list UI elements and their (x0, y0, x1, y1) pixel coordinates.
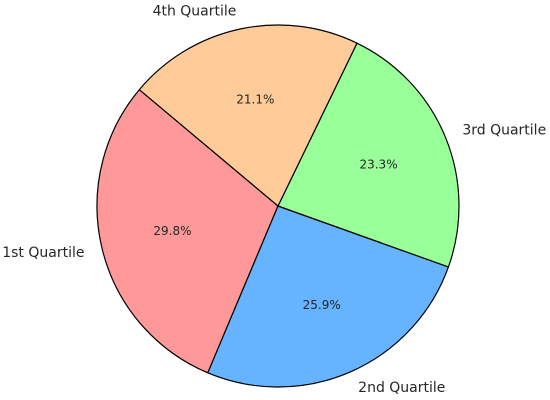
category-label: 1st Quartile (2, 245, 84, 261)
pie-slice (138, 24, 358, 207)
percent-label: 21.1% (236, 92, 274, 106)
category-label: 3rd Quartile (462, 123, 546, 139)
category-label: 4th Quartile (153, 3, 237, 19)
category-label: 2nd Quartile (358, 380, 445, 396)
pie-slice (277, 42, 460, 268)
percent-label: 23.3% (359, 157, 397, 171)
pie-slice (207, 205, 450, 388)
percent-label: 25.9% (303, 298, 341, 312)
pie-slice (96, 89, 279, 374)
percent-label: 29.8% (153, 224, 191, 238)
